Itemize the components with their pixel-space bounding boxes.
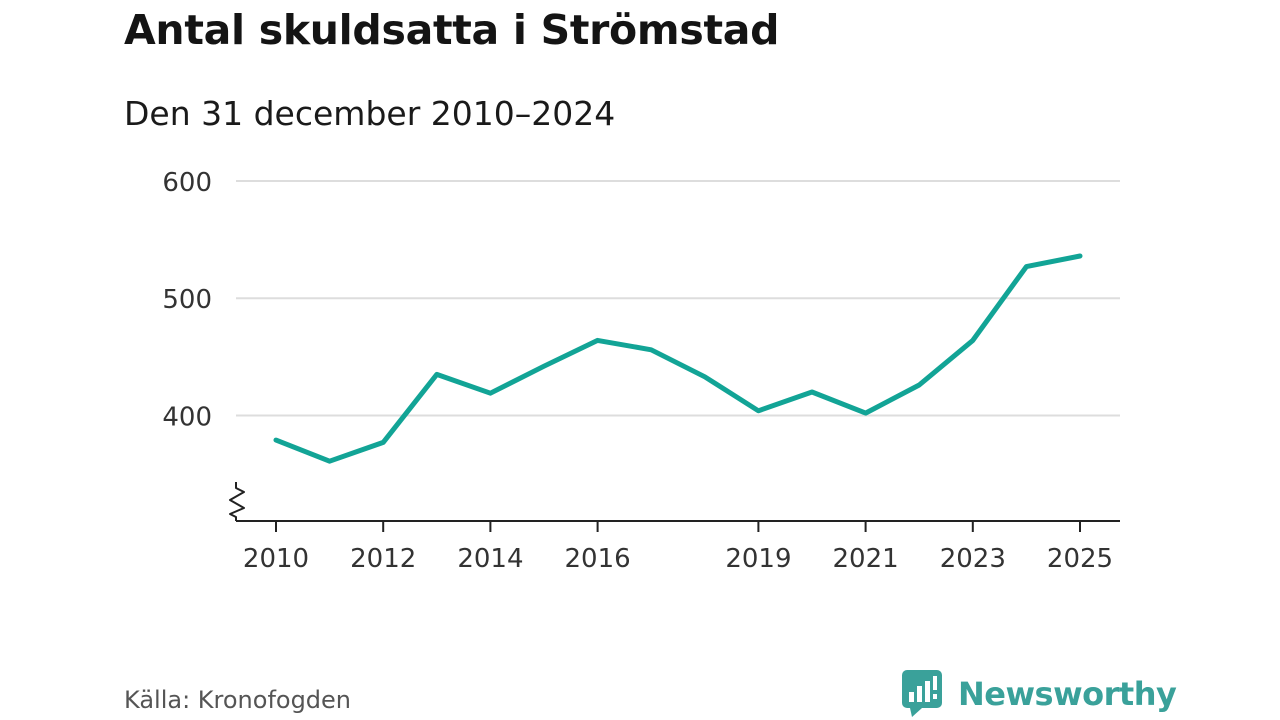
source-note: Källa: Kronofogden: [124, 686, 352, 714]
brand-name: Newsworthy: [958, 675, 1177, 713]
y-tick-label-400: 400: [162, 402, 212, 432]
x-tick-label-2023: 2023: [940, 544, 1006, 574]
newsworthy-logo-icon: [902, 670, 942, 717]
x-tick-label-2014: 2014: [457, 544, 523, 574]
x-axis: [229, 482, 1120, 522]
y-tick-label-600: 600: [162, 168, 212, 198]
x-tick-label-2012: 2012: [350, 544, 416, 574]
grid-lines: [236, 180, 1120, 417]
x-axis-ticks: 2010 2012 2014 2016 2019 2021 2023 2025: [243, 521, 1113, 574]
series-line: [273, 253, 1083, 464]
chart-title: Antal skuldsatta i Strömstad: [124, 6, 780, 54]
brand-logo: Newsworthy: [902, 670, 1177, 718]
chart-subtitle: Den 31 december 2010–2024: [124, 94, 616, 133]
x-tick-label-2019: 2019: [725, 544, 791, 574]
y-tick-label-500: 500: [162, 285, 212, 315]
x-tick-label-2021: 2021: [833, 544, 899, 574]
x-tick-label-2016: 2016: [565, 544, 631, 574]
axis-break-icon: [229, 482, 245, 521]
series: [273, 253, 1083, 464]
y-axis-ticks: 400 500 600: [162, 168, 212, 432]
x-tick-label-2010: 2010: [243, 544, 309, 574]
x-tick-label-2025: 2025: [1047, 544, 1113, 574]
